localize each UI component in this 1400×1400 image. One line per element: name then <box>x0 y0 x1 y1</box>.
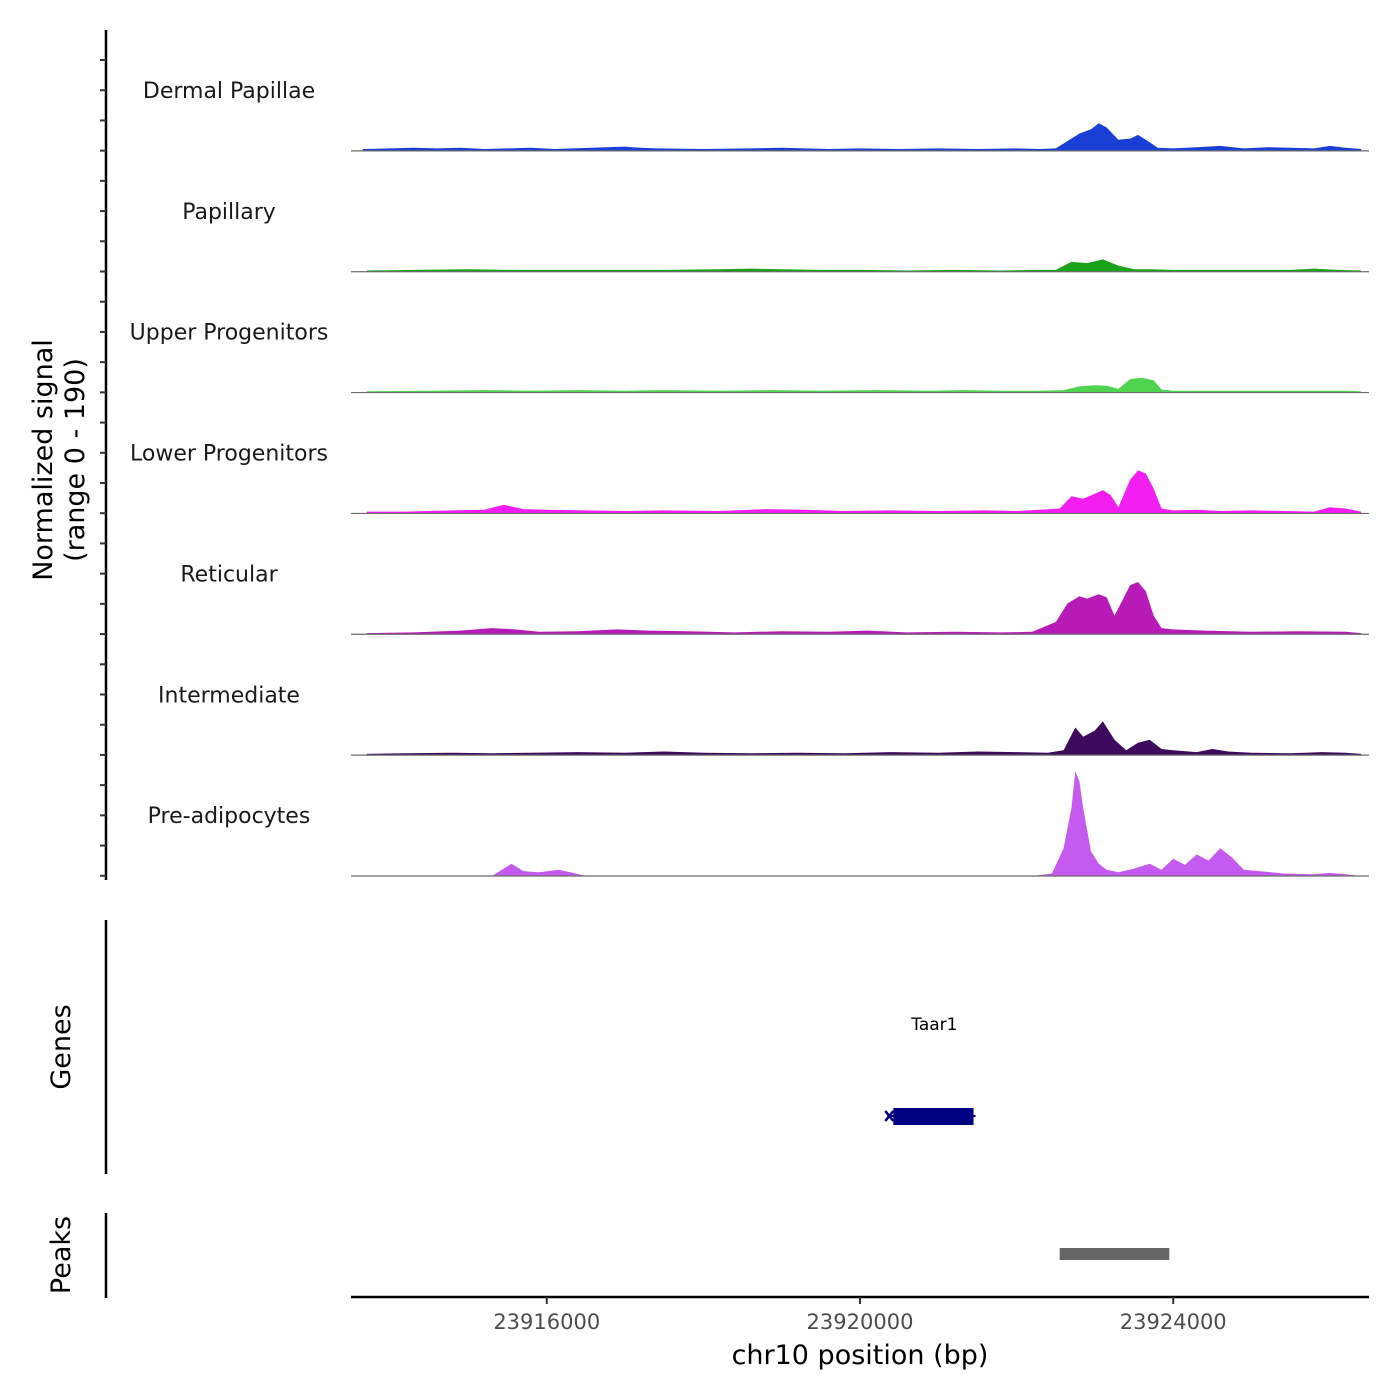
coverage-tracks: Dermal Papillae Papillary Upper Progenitor… <box>130 79 1369 877</box>
peaks-axis-title: Peaks <box>46 1216 77 1294</box>
y-axis-subtitle: (range 0 - 190) <box>60 358 91 562</box>
genes-axis-title: Genes <box>46 1004 77 1089</box>
coverage-area <box>366 470 1362 514</box>
genes-track: Taar1 <box>884 1015 976 1125</box>
x-tick-label: 23924000 <box>1120 1310 1227 1334</box>
gene-Taar1: Taar1 <box>884 1015 976 1125</box>
track-lower-progenitors: Lower Progenitors <box>130 442 1369 515</box>
peak-bar <box>1059 1248 1170 1260</box>
gene-label: Taar1 <box>910 1015 957 1035</box>
track-label: Pre-adipocytes <box>148 804 311 829</box>
gene-strand-marker <box>884 1110 895 1122</box>
x-axis-title: chr10 position (bp) <box>732 1340 989 1371</box>
track-label: Reticular <box>180 562 278 587</box>
y-axis-title: Normalized signal <box>28 339 59 581</box>
track-upper-progenitors: Upper Progenitors <box>130 321 1369 394</box>
track-label: Lower Progenitors <box>130 442 328 467</box>
track-reticular: Reticular <box>180 562 1369 635</box>
coverage-area <box>366 259 1362 272</box>
track-label: Dermal Papillae <box>143 79 315 104</box>
coverage-y-ticks <box>100 59 106 877</box>
x-tick-label: 23916000 <box>493 1310 600 1334</box>
coverage-area <box>366 377 1362 393</box>
track-label: Intermediate <box>158 683 300 708</box>
track-dermal-papillae: Dermal Papillae <box>143 79 1369 152</box>
track-intermediate: Intermediate <box>158 683 1369 756</box>
track-label: Papillary <box>182 200 276 225</box>
x-axis-ticks: 23916000 23920000 23924000 <box>493 1297 1227 1334</box>
track-papillary: Papillary <box>182 200 1369 273</box>
coverage-area <box>366 721 1362 756</box>
peaks-track <box>1059 1248 1170 1260</box>
coverage-area <box>366 771 1362 876</box>
coverage-area <box>362 123 1362 151</box>
coverage-area <box>366 582 1362 635</box>
gene-exon <box>893 1108 974 1125</box>
track-pre-adipocytes: Pre-adipocytes <box>148 771 1369 877</box>
track-label: Upper Progenitors <box>130 321 329 346</box>
x-tick-label: 23920000 <box>807 1310 914 1334</box>
